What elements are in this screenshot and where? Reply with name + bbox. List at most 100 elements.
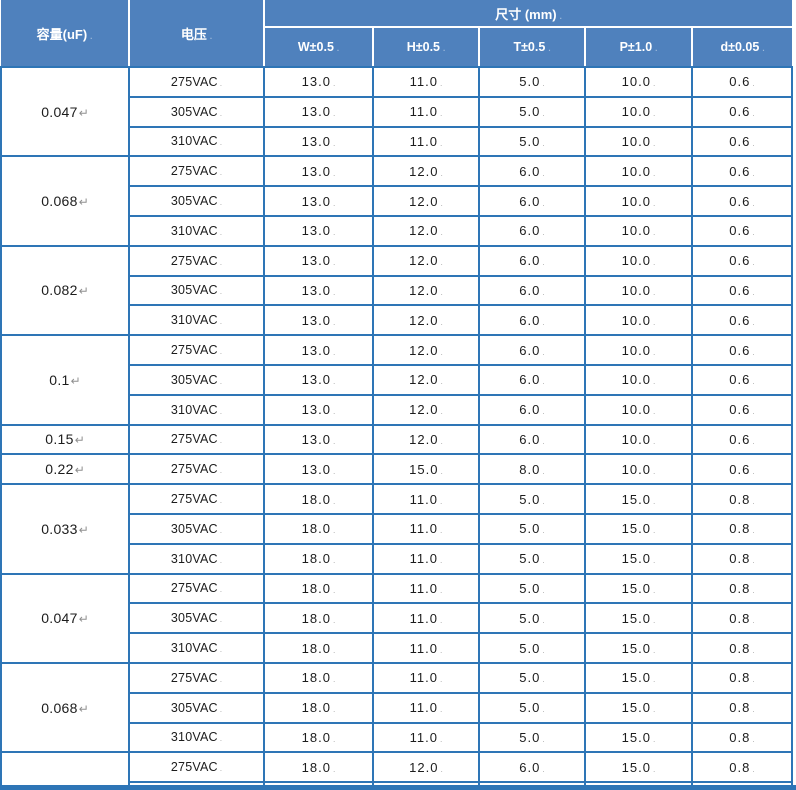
cell-end-mark: . [439,674,443,685]
dim-h-cell: 11.0. [372,483,480,515]
voltage-value: 275VAC [170,670,218,685]
cell-end-mark: . [542,674,545,685]
dim-d-cell: 0.6. [690,244,794,277]
cell-end-mark: . [542,406,545,417]
h-value: 12.0 [409,431,439,447]
table-bottom-edge [0,785,796,790]
dim-d-cell: 0.6. [690,334,794,366]
t-value: 5.0 [519,104,541,120]
t-value: 6.0 [519,312,541,328]
cell-end-mark: . [542,644,545,655]
dim-p-cell: 10.0. [584,334,693,366]
dim-h-cell: 11.0. [372,572,480,605]
cell-end-mark: . [752,227,755,238]
w-value: 13.0 [301,342,331,358]
p-value: 15.0 [621,640,651,656]
dim-p-cell: 15.0. [584,661,693,694]
cell-end-mark: . [542,346,545,357]
dim-d-cell: 0.6. [690,214,794,247]
cell-end-mark: . [332,406,336,417]
voltage-cell: 310VAC. [128,721,265,754]
t-value: 6.0 [519,402,541,418]
cell-end-mark: . [542,465,545,476]
h-value: 12.0 [409,282,439,298]
table-row: 0.15↵ 275VAC. 13.0. 12.0. 6.0. 10.0. 0.6. [0,423,794,456]
h-value: 12.0 [409,223,439,239]
t-value: 5.0 [519,580,541,596]
p-value: 10.0 [621,163,651,179]
dim-h-cell: 12.0. [372,363,480,396]
h-value: 12.0 [409,253,439,269]
w-value: 18.0 [301,700,331,716]
dim-w-cell: 18.0. [263,632,374,664]
capacity-value: 0.068 [41,699,78,716]
dim-t-cell: 6.0. [478,185,586,217]
line-break-mark: ↵ [78,105,89,120]
cell-end-mark: . [542,316,545,327]
w-value: 18.0 [301,640,331,656]
voltage-cell: 275VAC. [128,572,265,605]
table-row: 0.068↵ 275VAC. 13.0. 12.0. 6.0. 10.0. 0.6. [0,155,794,247]
dim-t-cell: 6.0. [478,304,586,337]
voltage-cell: 305VAC. [128,95,265,128]
capacity-value: 0.033 [41,520,78,537]
header-sub-w: W±0.5. [264,27,374,68]
header-end-mark: . [90,31,93,41]
capacity-value: 0.22 [45,461,74,478]
dim-p-cell: 15.0. [584,721,693,754]
dim-w-cell: 13.0. [263,363,374,396]
t-value: 5.0 [519,700,541,716]
d-value: 0.6 [729,372,751,388]
line-break-mark: ↵ [78,522,89,537]
cell-end-mark: . [440,257,443,268]
dim-p-cell: 15.0. [584,542,693,575]
t-value: 6.0 [519,431,541,447]
t-value: 6.0 [519,193,541,209]
p-value: 10.0 [621,223,651,239]
voltage-cell: 305VAC. [128,274,265,307]
cell-end-mark: . [542,197,545,208]
cell-end-mark: . [752,584,755,595]
header-end-mark: . [548,44,551,53]
voltage-cell: 275VAC. [128,661,265,694]
dim-w-cell: 13.0. [263,423,374,456]
p-value: 15.0 [621,580,651,596]
dim-p-cell: 15.0. [584,691,693,724]
header-voltage-label: 电压 [180,26,207,42]
h-value: 12.0 [409,193,439,209]
w-value: 18.0 [301,521,331,537]
dim-t-cell: 5.0. [478,602,586,635]
dim-h-cell: 11.0. [372,66,480,98]
voltage-value: 275VAC [170,581,218,596]
cell-end-mark: . [652,376,656,387]
dim-p-cell: 10.0. [584,185,693,217]
dim-d-cell: 0.8. [690,572,794,605]
cell-end-mark: . [219,197,223,208]
capacity-value: 0.082 [41,282,78,299]
dim-w-cell: 13.0. [263,66,374,98]
dim-h-cell: 11.0. [372,125,480,158]
dim-w-cell: 18.0. [263,661,374,694]
d-value: 0.6 [729,133,751,149]
table-row: 0.033↵ 275VAC. 18.0. 11.0. 5.0. 15.0. 0.8. [0,483,794,575]
d-value: 0.8 [729,580,751,596]
dim-d-cell: 0.8. [690,512,794,545]
voltage-cell: 310VAC. [128,393,265,426]
voltage-value: 305VAC [170,194,218,209]
h-value: 11.0 [409,580,438,596]
p-value: 10.0 [621,253,651,269]
header-capacity: 容量(uF). [1,0,130,68]
voltage-cell: 310VAC. [128,632,265,664]
cell-end-mark: . [439,137,443,148]
p-value: 10.0 [621,402,651,418]
cell-end-mark: . [332,346,336,357]
dim-d-cell: 0.8. [690,632,794,664]
cell-end-mark: . [219,346,223,357]
header-sub-h-label: H±0.5 [406,40,441,54]
w-value: 13.0 [301,372,331,388]
cell-end-mark: . [652,704,656,715]
w-value: 18.0 [301,610,331,626]
dim-p-cell: 10.0. [584,125,693,158]
dim-t-cell: 5.0. [478,632,586,664]
